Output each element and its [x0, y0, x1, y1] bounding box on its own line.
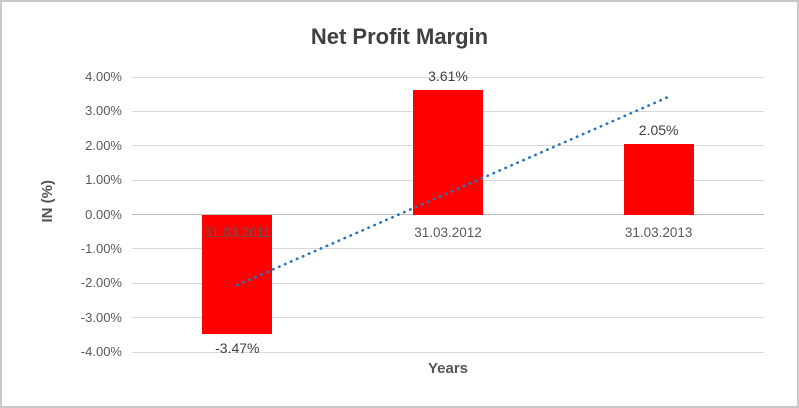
y-tick-label: 1.00% [85, 172, 122, 188]
category-axis-label: 31.03.2013 [624, 224, 693, 240]
y-tick-label: 4.00% [85, 69, 122, 84]
gridline [132, 282, 764, 284]
gridline [132, 317, 764, 319]
bar [623, 144, 694, 215]
y-tick-label: -4.00% [80, 344, 122, 359]
gridline [132, 351, 764, 353]
y-tick-label: 3.00% [85, 103, 122, 119]
category-axis-label: 31.03.2011 [204, 224, 271, 240]
y-tick-label: 2.00% [85, 137, 122, 153]
y-tick-label: 0.00% [85, 206, 122, 222]
plot-area: 4.00% 3.00% 2.00% 1.00% 0.00% -1.00% -2.00% -3.… [81, 68, 764, 359]
x-axis-title: Years [427, 360, 469, 377]
data-label: 2.05% [638, 122, 679, 139]
bar [413, 90, 483, 215]
trendline [236, 94, 672, 287]
x-axis-line [132, 214, 764, 215]
data-label: -3.47% [215, 339, 260, 356]
gridline [132, 248, 764, 250]
trendline-svg [236, 94, 672, 287]
gridline [132, 76, 764, 78]
y-tick-label: -2.00% [80, 275, 122, 291]
chart-title: Net Profit Margin [310, 24, 489, 49]
data-label: 3.61% [428, 68, 468, 85]
category-axis-label: 31.03.2012 [414, 224, 482, 240]
y-tick-label: -3.00% [80, 309, 122, 325]
y-tick-label: -1.00% [80, 240, 122, 256]
